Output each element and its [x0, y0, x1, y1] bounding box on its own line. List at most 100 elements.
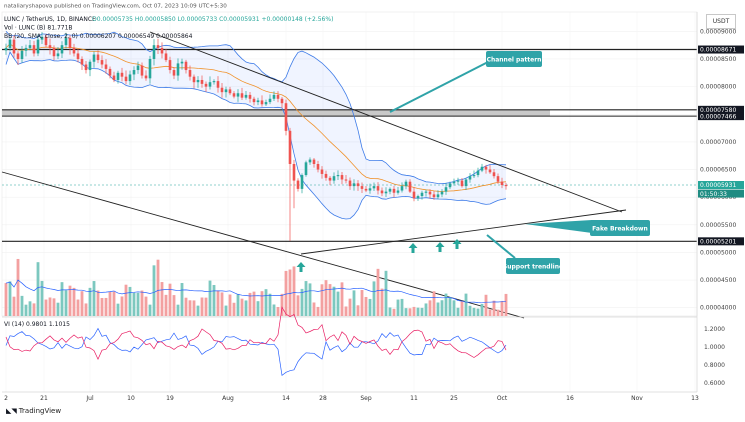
volume-bar — [272, 304, 276, 316]
candle-body — [248, 94, 252, 99]
volume-bar — [112, 291, 116, 316]
candle-body — [504, 185, 508, 187]
currency-button[interactable]: USDT — [706, 14, 736, 29]
volume-bar — [496, 309, 500, 316]
candle — [116, 70, 120, 84]
level-label-bg — [698, 189, 744, 198]
candle-body — [368, 188, 372, 191]
candle — [184, 59, 188, 74]
candle-body — [252, 98, 256, 103]
candle-body — [272, 94, 276, 99]
volume-bar — [304, 281, 308, 316]
candle — [472, 170, 476, 178]
volume-bar — [472, 307, 476, 316]
candle-body — [300, 175, 304, 189]
volume-bar — [4, 283, 8, 316]
candle-body — [464, 179, 468, 187]
candle — [284, 99, 288, 136]
candle-body — [184, 61, 188, 71]
candle — [196, 76, 200, 88]
volume-bar — [332, 286, 336, 316]
volume-bar — [308, 283, 312, 316]
candle-body — [372, 186, 376, 189]
candle — [112, 71, 116, 83]
candle-body — [72, 47, 76, 54]
candle-body — [348, 180, 352, 187]
volume-bar — [172, 295, 176, 316]
candle — [388, 187, 392, 195]
candle — [244, 91, 248, 100]
time-tick-label: 16 — [566, 395, 574, 402]
callout-support-label: Support trendline — [503, 264, 563, 271]
time-tick-label: 21 — [40, 395, 48, 402]
candle-body — [444, 187, 448, 192]
volume-bar — [448, 297, 452, 316]
candle — [136, 61, 140, 74]
time-tick-label: Nov — [631, 395, 643, 402]
candle-body — [224, 89, 228, 93]
volume-bar — [36, 262, 40, 316]
volume-bar — [348, 298, 352, 316]
candle — [452, 178, 456, 186]
volume-bar — [344, 306, 348, 316]
candle — [172, 67, 176, 80]
candle-body — [480, 166, 484, 171]
candle — [376, 182, 380, 195]
volume-bar — [312, 302, 316, 316]
volume-bar — [136, 292, 140, 316]
candle-body — [116, 72, 120, 80]
candle — [84, 61, 88, 74]
volume-bar — [28, 301, 32, 316]
price-candles — [4, 32, 508, 241]
candle — [148, 55, 152, 84]
level-label-bg — [698, 105, 744, 114]
candle — [100, 55, 104, 69]
candle-body — [392, 188, 396, 193]
candle — [404, 179, 408, 190]
candle-body — [168, 60, 172, 71]
candle — [396, 186, 400, 195]
candle — [224, 86, 228, 98]
candle-body — [496, 176, 500, 182]
vi-axis: 1.2000 1.0000 0.8000 0.6000 — [704, 326, 725, 387]
volume-bar — [180, 283, 184, 316]
candle — [420, 190, 424, 200]
candle — [72, 43, 76, 57]
candle-body — [340, 175, 344, 180]
candle-body — [188, 70, 192, 77]
volume-bar — [64, 290, 68, 316]
candle-body — [176, 63, 180, 76]
volume-bar — [460, 301, 464, 316]
candle-body — [244, 94, 248, 98]
volume-bar — [24, 304, 28, 316]
level-label-text: 0.00005201 — [700, 239, 736, 246]
candle — [236, 89, 240, 102]
candle — [216, 76, 220, 93]
candle — [324, 170, 328, 181]
candle — [240, 87, 244, 101]
candle — [432, 191, 436, 200]
volume-bar — [56, 302, 60, 316]
fake-breakdown-callout: Fake Breakdown — [525, 220, 650, 236]
trendlines — [1, 31, 627, 319]
candle — [328, 175, 332, 186]
volume-bar — [372, 281, 376, 316]
candle — [436, 190, 440, 200]
volume-bar — [392, 308, 396, 316]
volume-bar — [60, 282, 64, 316]
candle-body — [352, 183, 356, 187]
candle-body — [440, 191, 444, 195]
candle-body — [484, 166, 488, 170]
volume-bar — [492, 300, 496, 316]
candle — [264, 99, 268, 107]
candle — [68, 35, 72, 55]
volume-bar — [12, 296, 16, 316]
candle-body — [28, 45, 32, 48]
candle-body — [36, 39, 40, 54]
support-trendline-callout: Support trendline — [486, 234, 563, 274]
candle — [400, 182, 404, 193]
volume-bar — [488, 309, 492, 316]
volume-bar — [148, 304, 152, 316]
candle — [20, 45, 24, 63]
volume-bar — [264, 289, 268, 316]
